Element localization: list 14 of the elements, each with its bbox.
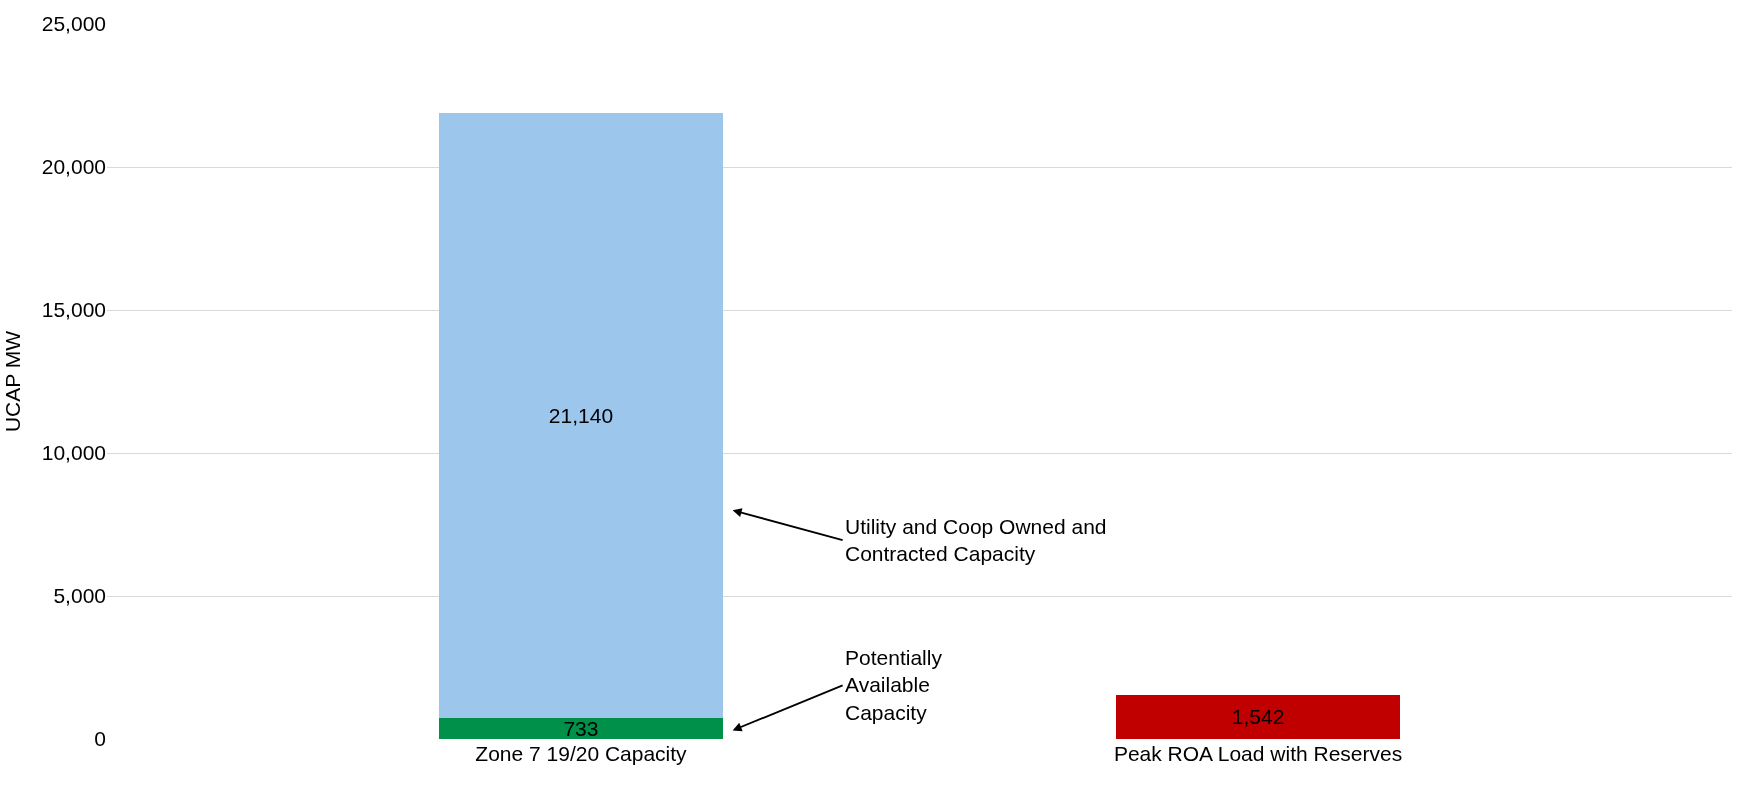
y-tick-label: 20,000 [41,155,106,179]
y-axis-title: UCAP MW [0,330,24,433]
y-tick-label: 10,000 [41,441,106,465]
annotation: Potentially Available Capacity [845,646,943,724]
annotation: Utility and Coop Owned and Contracted Capacity [845,515,1107,566]
y-tick-label: 0 [94,727,106,751]
y-tick-label: 25,000 [41,12,106,36]
data-label: 21,140 [548,404,614,428]
x-tick-label: Peak ROA Load with Reserves [1113,742,1403,765]
y-tick-label: 15,000 [41,298,106,322]
data-label: 1,542 [1231,705,1285,729]
x-tick-label: Zone 7 19/20 Capacity [475,742,688,765]
y-tick-label: 5,000 [53,584,106,608]
data-label: 733 [563,717,599,741]
